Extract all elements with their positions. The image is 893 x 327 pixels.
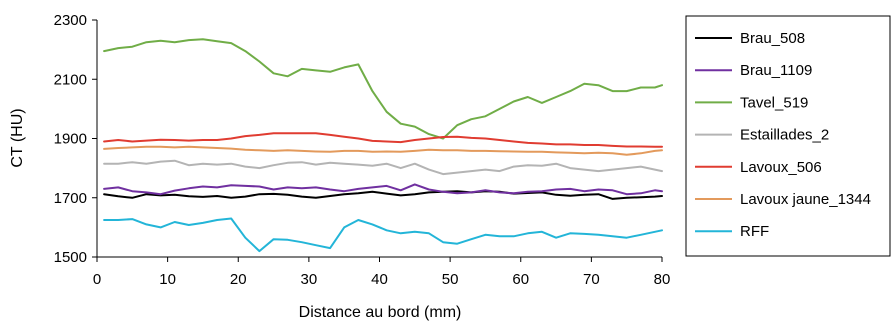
series-line-brau-1109: [103, 183, 663, 196]
series-line-tavel-519: [103, 38, 663, 140]
x-tick-label: 20: [230, 271, 247, 288]
x-tick-label: 70: [583, 271, 600, 288]
chart-axes: [96, 20, 662, 258]
x-tick-label: 30: [301, 271, 318, 288]
legend-label: Estaillades_2: [740, 127, 829, 144]
y-tick-label: 1900: [54, 131, 87, 148]
y-tick-label: 1700: [54, 190, 87, 207]
legend-label: Brau_508: [740, 30, 805, 47]
chart-ticks: 1500 1700 1900 2100 2300 0 10 20 30 40 50 60 70 80: [54, 12, 671, 288]
legend-box: [685, 15, 891, 257]
y-tick-label: 2100: [54, 71, 87, 88]
x-tick-label: 50: [442, 271, 459, 288]
series-line-brau-508: [103, 190, 663, 200]
chart-legend: Brau_508 Brau_1109 Tavel_519 Estaillades_2 L…: [685, 15, 891, 257]
legend-label: Tavel_519: [740, 94, 808, 111]
x-tick-label: 80: [654, 271, 671, 288]
x-tick-label: 40: [371, 271, 388, 288]
legend-label: Lavoux jaune_1344: [740, 191, 871, 208]
x-tick-label: 60: [512, 271, 529, 288]
legend-label: RFF: [740, 223, 769, 240]
legend-label: Brau_1109: [740, 62, 812, 79]
x-tick-label: 0: [93, 271, 101, 288]
y-tick-label: 1500: [54, 249, 87, 266]
chart-series-lines: [103, 38, 663, 253]
x-tick-label: 10: [159, 271, 176, 288]
series-line-lavoux-jaune-1344: [103, 145, 663, 156]
y-axis-label: CT (HU): [9, 108, 26, 167]
series-line-estaillades-2: [103, 159, 663, 176]
x-axis-label: Distance au bord (mm): [299, 304, 462, 321]
legend-label: Lavoux_506: [740, 159, 822, 176]
series-line-rff: [103, 217, 663, 253]
series-line-lavoux-506: [103, 132, 663, 148]
y-tick-label: 2300: [54, 12, 87, 29]
